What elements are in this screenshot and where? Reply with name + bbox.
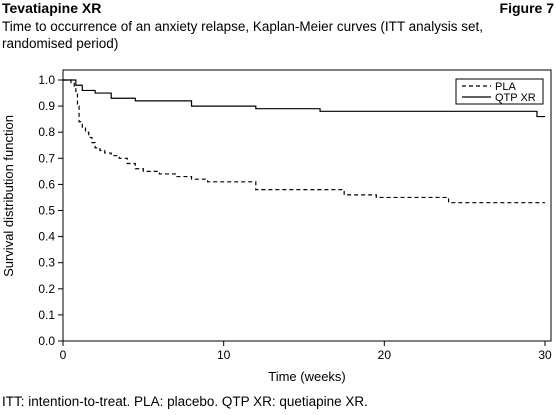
legend-label-pla: PLA [495, 81, 516, 93]
figure-header: Tevatiapine XR Figure 7 Time to occurren… [2, 0, 554, 52]
drug-name: Tevatiapine XR [2, 0, 102, 16]
series-layer [63, 79, 545, 204]
chart-subtitle: Time to occurrence of an anxiety relapse… [2, 19, 483, 51]
x-tick-label: 0 [60, 348, 67, 362]
y-tick-label: 0.6 [38, 177, 55, 191]
y-tick-label: 0.9 [38, 99, 55, 113]
plot-frame [62, 69, 552, 342]
header-row: Tevatiapine XR Figure 7 [2, 0, 554, 16]
y-tick-label: 0.7 [38, 151, 55, 165]
legend-box [455, 78, 544, 105]
figure-label: Figure 7 [499, 0, 554, 16]
y-tick-label: 0.4 [38, 230, 55, 244]
series-line-qtp-xr [63, 79, 545, 118]
y-tick-label: 0.0 [38, 334, 55, 348]
x-tick-label: 30 [538, 348, 552, 362]
y-tick-label: 0.5 [38, 204, 55, 218]
y-tick-label: 0.3 [38, 256, 55, 270]
y-tick-label: 0.8 [38, 125, 55, 139]
series-line-pla [63, 79, 545, 204]
x-axis: 0 10 20 30 [60, 341, 552, 362]
x-axis-title: Time (weeks) [268, 369, 346, 384]
legend-label-qtp-xr: QTP XR [495, 92, 536, 104]
x-tick-label: 10 [217, 348, 231, 362]
footnote: ITT: intention-to-treat. PLA: placebo. Q… [2, 394, 368, 409]
legend: PLA QTP XR [455, 78, 544, 105]
y-axis: 0.0 0.1 0.2 0.3 0.4 0.5 0.6 0.7 0.8 0.9 1.0 [38, 73, 63, 348]
y-tick-label: 0.1 [38, 308, 55, 322]
x-tick-label: 20 [378, 348, 392, 362]
y-tick-label: 1.0 [38, 73, 55, 87]
y-axis-title: Survival distribution function [1, 115, 16, 277]
y-tick-label: 0.2 [38, 282, 55, 296]
